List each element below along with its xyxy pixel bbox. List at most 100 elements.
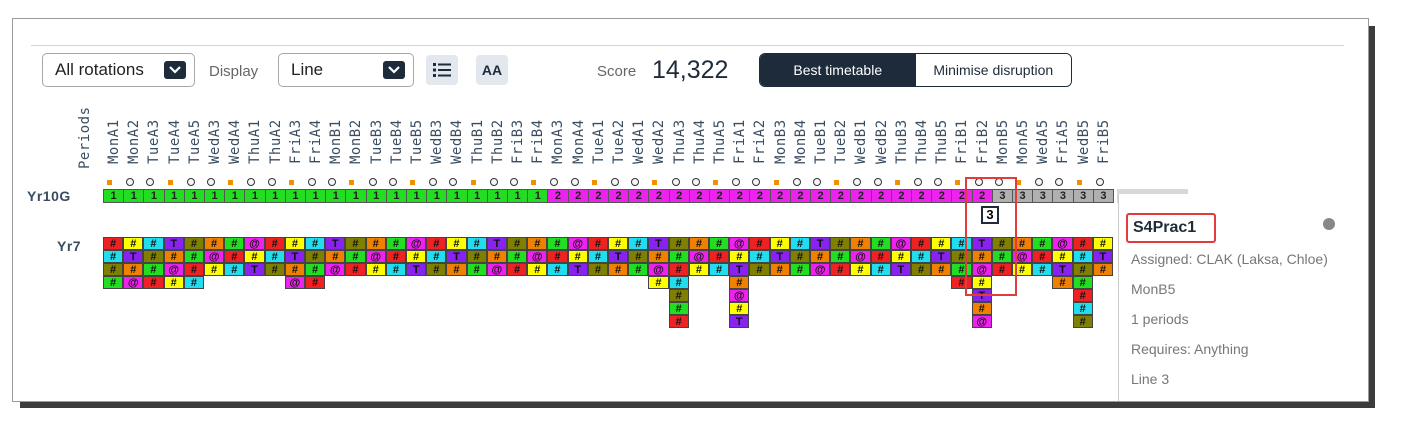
lesson-cell[interactable]: #: [486, 250, 507, 263]
lesson-cell[interactable]: @: [244, 237, 265, 250]
lesson-cell[interactable]: #: [991, 250, 1012, 263]
lesson-cell[interactable]: #: [769, 237, 790, 250]
font-size-icon[interactable]: AA: [476, 55, 508, 85]
lesson-cell[interactable]: #: [1092, 237, 1113, 250]
lesson-cell[interactable]: T: [971, 237, 992, 250]
lesson-cell[interactable]: #: [1012, 263, 1033, 276]
best-timetable-button[interactable]: Best timetable: [760, 54, 916, 86]
period-header[interactable]: FriA4: [308, 119, 324, 164]
lesson-cell[interactable]: #: [749, 263, 770, 276]
lesson-cell[interactable]: #: [426, 263, 447, 276]
rotation-select[interactable]: All rotations: [42, 53, 195, 87]
period-header[interactable]: ThuA4: [691, 119, 708, 164]
lesson-cell[interactable]: #: [1092, 263, 1113, 276]
lesson-cell[interactable]: #: [850, 237, 871, 250]
lesson-cell[interactable]: #: [1032, 250, 1053, 263]
lesson-cell[interactable]: #: [224, 237, 245, 250]
lesson-cell[interactable]: #: [628, 263, 649, 276]
period-header[interactable]: WedA2: [651, 119, 668, 164]
lesson-cell[interactable]: #: [830, 263, 851, 276]
period-header[interactable]: TueA3: [146, 119, 163, 164]
lesson-cell[interactable]: #: [971, 276, 992, 289]
lesson-cell[interactable]: #: [385, 237, 406, 250]
lesson-cell[interactable]: #: [911, 250, 932, 263]
lesson-cell[interactable]: #: [345, 263, 366, 276]
lesson-cell[interactable]: #: [204, 263, 225, 276]
line-cell[interactable]: 1: [466, 189, 488, 203]
lesson-cell[interactable]: #: [264, 237, 285, 250]
lesson-cell[interactable]: #: [163, 276, 184, 289]
lesson-cell[interactable]: #: [507, 250, 528, 263]
line-cell[interactable]: 2: [931, 189, 953, 203]
lesson-cell[interactable]: #: [466, 263, 487, 276]
line-cell[interactable]: 2: [769, 189, 791, 203]
lesson-cell[interactable]: @: [527, 250, 548, 263]
lesson-cell[interactable]: #: [183, 237, 204, 250]
line-cell[interactable]: 3: [1052, 189, 1074, 203]
line-cell[interactable]: 2: [890, 189, 912, 203]
lesson-cell[interactable]: @: [648, 263, 669, 276]
lesson-cell[interactable]: #: [830, 237, 851, 250]
lesson-cell[interactable]: #: [890, 250, 911, 263]
lesson-cell[interactable]: #: [123, 237, 144, 250]
line-cell[interactable]: 1: [183, 189, 205, 203]
lesson-cell[interactable]: #: [648, 250, 669, 263]
line-cell[interactable]: 1: [244, 189, 266, 203]
lesson-cell[interactable]: @: [1012, 250, 1033, 263]
line-cell[interactable]: 2: [688, 189, 710, 203]
lesson-cell[interactable]: #: [709, 237, 730, 250]
period-header[interactable]: TueB4: [388, 119, 405, 164]
line-cell[interactable]: 1: [163, 189, 185, 203]
lesson-cell[interactable]: #: [749, 250, 770, 263]
lesson-cell[interactable]: T: [769, 250, 790, 263]
lesson-cell[interactable]: @: [971, 263, 992, 276]
lesson-cell[interactable]: T: [890, 263, 911, 276]
lesson-cell[interactable]: #: [931, 263, 952, 276]
line-cell[interactable]: 2: [850, 189, 872, 203]
lesson-cell[interactable]: #: [1072, 302, 1093, 315]
line-cell[interactable]: 2: [628, 189, 650, 203]
line-cell[interactable]: 2: [729, 189, 751, 203]
lesson-cell[interactable]: #: [385, 263, 406, 276]
line-cell[interactable]: 1: [264, 189, 286, 203]
line-cell[interactable]: 1: [426, 189, 448, 203]
lesson-cell[interactable]: #: [668, 276, 689, 289]
lesson-cell[interactable]: #: [789, 263, 810, 276]
lesson-cell[interactable]: #: [911, 237, 932, 250]
period-header[interactable]: MonA2: [126, 119, 143, 164]
line-cell[interactable]: 2: [648, 189, 670, 203]
line-cell[interactable]: 2: [587, 189, 609, 203]
line-cell[interactable]: 1: [365, 189, 387, 203]
line-cell[interactable]: 2: [547, 189, 569, 203]
lesson-cell[interactable]: #: [103, 276, 124, 289]
lesson-cell[interactable]: @: [729, 237, 750, 250]
lesson-cell[interactable]: #: [103, 263, 124, 276]
line-cell[interactable]: 2: [911, 189, 933, 203]
lesson-cell[interactable]: #: [587, 250, 608, 263]
lesson-cell[interactable]: T: [486, 237, 507, 250]
lesson-cell[interactable]: @: [204, 250, 225, 263]
lesson-cell[interactable]: T: [284, 250, 305, 263]
line-cell[interactable]: 2: [567, 189, 589, 203]
period-header[interactable]: TueA2: [611, 119, 627, 164]
lesson-cell[interactable]: T: [325, 237, 346, 250]
lesson-cell[interactable]: #: [789, 250, 810, 263]
lesson-cell[interactable]: T: [1052, 263, 1073, 276]
lesson-cell[interactable]: #: [870, 237, 891, 250]
period-header[interactable]: ThuA3: [671, 119, 688, 164]
lesson-cell[interactable]: #: [143, 263, 164, 276]
line-cell[interactable]: 1: [325, 189, 347, 203]
lesson-cell[interactable]: @: [850, 250, 871, 263]
period-header[interactable]: TueB2: [833, 119, 850, 164]
lesson-cell[interactable]: #: [305, 263, 326, 276]
lesson-cell[interactable]: #: [284, 237, 305, 250]
line-cell[interactable]: 1: [103, 189, 125, 203]
lesson-cell[interactable]: T: [608, 250, 629, 263]
lesson-cell[interactable]: @: [890, 237, 911, 250]
lesson-cell[interactable]: #: [688, 263, 709, 276]
line-cell[interactable]: 1: [385, 189, 407, 203]
line-cell[interactable]: 2: [709, 189, 731, 203]
period-header[interactable]: WedA1: [631, 119, 648, 164]
lesson-cell[interactable]: #: [547, 237, 568, 250]
lesson-cell[interactable]: #: [1072, 315, 1093, 328]
